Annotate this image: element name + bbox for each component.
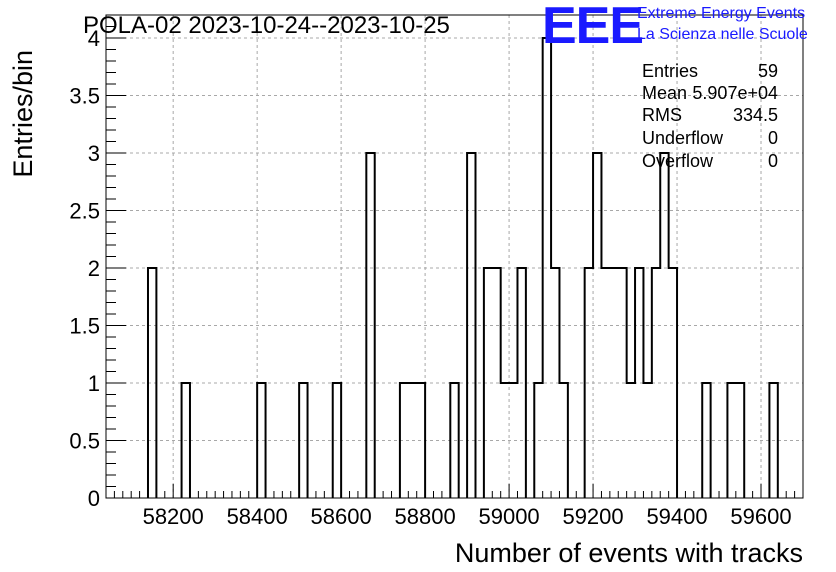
stats-label: RMS <box>642 105 682 125</box>
x-tick-label: 59000 <box>478 504 539 529</box>
stats-box: Entries 59 Mean 5.907e+04 RMS 334.5 Unde… <box>642 61 778 171</box>
y-tick-label: 0 <box>88 486 100 511</box>
x-tick-label: 58600 <box>311 504 372 529</box>
stats-value: 59 <box>758 61 778 81</box>
chart-title: POLA-02 2023-10-24--2023-10-25 <box>83 12 450 39</box>
stats-value: 5.907e+04 <box>692 83 778 103</box>
y-tick-label: 1 <box>88 371 100 396</box>
x-tick-label: 59600 <box>730 504 791 529</box>
y-tick-label: 3.5 <box>69 84 100 109</box>
x-tick-label: 58200 <box>143 504 204 529</box>
stats-value: 334.5 <box>733 105 778 125</box>
x-axis-label: Number of events with tracks <box>455 538 803 568</box>
x-tick-label: 59200 <box>562 504 623 529</box>
y-tick-labels: 0 0.5 1 1.5 2 2.5 3 3.5 4 <box>69 26 100 511</box>
y-tick-label: 0.5 <box>69 429 100 454</box>
x-tick-labels: 58200 58400 58600 58800 59000 59200 59400 59600 <box>143 504 792 529</box>
logo-mark: EEE <box>542 0 643 55</box>
eee-logo: EEE Extreme Energy Events La Scienza nel… <box>542 0 808 55</box>
logo-caption-line2: La Scienza nelle Scuole <box>637 26 808 43</box>
y-tick-label: 3 <box>88 141 100 166</box>
x-tick-label: 59400 <box>646 504 707 529</box>
histogram-outline <box>146 37 779 498</box>
logo-caption-line1: Extreme Energy Events <box>637 5 805 22</box>
y-tick-label: 4 <box>88 26 100 51</box>
y-tick-label: 1.5 <box>69 314 100 339</box>
x-tick-label: 58800 <box>395 504 456 529</box>
stats-label: Underflow <box>642 128 724 148</box>
stats-value: 0 <box>768 151 778 171</box>
x-tick-label: 58400 <box>227 504 288 529</box>
axis-ticks <box>105 26 804 499</box>
stats-value: 0 <box>768 128 778 148</box>
stats-label: Mean <box>642 83 687 103</box>
y-tick-label: 2 <box>88 256 100 281</box>
stats-label: Overflow <box>642 151 714 171</box>
y-tick-label: 2.5 <box>69 199 100 224</box>
stats-label: Entries <box>642 61 698 81</box>
y-axis-label: Entries/bin <box>8 50 38 178</box>
